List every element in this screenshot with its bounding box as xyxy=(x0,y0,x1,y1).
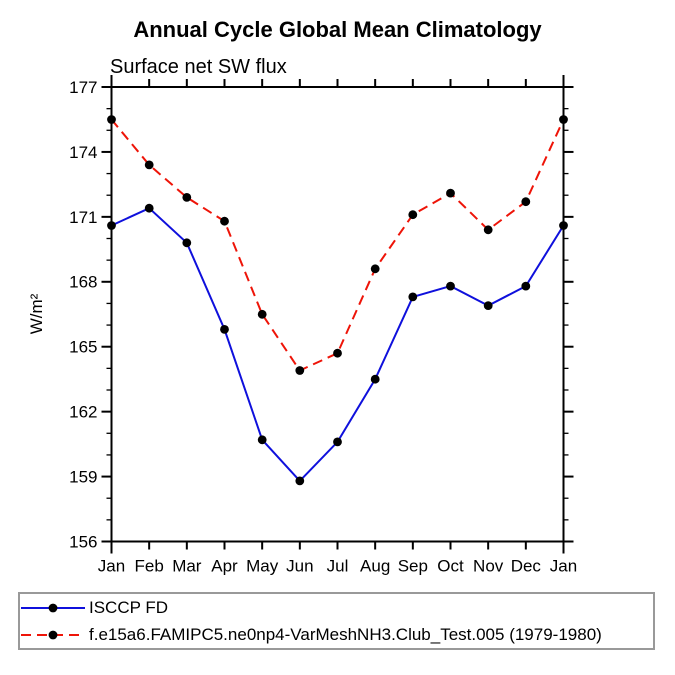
data-point-marker-0 xyxy=(408,292,418,302)
data-point-marker-1 xyxy=(370,264,380,274)
legend-marker-dot xyxy=(48,630,58,639)
x-tick-label: Dec xyxy=(511,557,542,576)
y-tick-label: 156 xyxy=(69,532,97,551)
x-tick-label: Jun xyxy=(286,557,313,576)
series-line-1 xyxy=(110,118,565,372)
data-point-marker-0 xyxy=(144,203,154,213)
y-tick-label: 165 xyxy=(69,338,97,357)
data-point-marker-1 xyxy=(182,193,192,202)
data-point-marker-0 xyxy=(521,281,531,291)
x-tick-label: Mar xyxy=(172,557,202,576)
data-point-marker-1 xyxy=(295,366,305,375)
data-point-marker-0 xyxy=(107,221,116,230)
data-point-marker-0 xyxy=(295,476,305,486)
y-tick-label: 171 xyxy=(69,208,97,227)
data-point-marker-0 xyxy=(446,281,455,291)
legend-label: ISCCP FD xyxy=(89,597,169,617)
x-tick-label: Aug xyxy=(360,557,390,576)
data-point-marker-0 xyxy=(483,301,493,310)
data-point-marker-1 xyxy=(257,309,267,319)
legend-item-model: f.e15a6.FAMIPC5.ne0np4-VarMeshNH3.Club_T… xyxy=(20,621,653,648)
chart-subtitle: Surface net SW flux xyxy=(110,56,287,78)
x-tick-label: Jan xyxy=(98,557,125,576)
data-point-marker-1 xyxy=(408,210,418,220)
data-point-marker-1 xyxy=(144,160,154,170)
legend-line-sample-solid xyxy=(21,603,85,612)
data-point-marker-0 xyxy=(182,238,192,248)
data-point-marker-0 xyxy=(333,437,342,447)
data-point-marker-1 xyxy=(446,188,455,198)
legend-label: f.e15a6.FAMIPC5.ne0np4-VarMeshNH3.Club_T… xyxy=(89,624,602,644)
data-point-marker-1 xyxy=(559,115,568,124)
y-tick-label: 177 xyxy=(69,78,97,97)
y-tick-label: 174 xyxy=(69,143,97,162)
data-point-marker-0 xyxy=(370,374,380,384)
x-tick-label: Jul xyxy=(327,557,349,576)
x-tick-label: Apr xyxy=(211,557,238,576)
y-tick-label: 168 xyxy=(69,273,97,292)
data-point-marker-1 xyxy=(107,115,116,124)
x-tick-label: Jan xyxy=(550,557,577,576)
x-tick-label: Sep xyxy=(398,557,428,576)
line-chart-plot: 156 159 162 165 168 171 174 177 Jan Feb Mar Apr May J… xyxy=(69,75,577,576)
x-tick-label: May xyxy=(246,557,279,576)
data-point-marker-0 xyxy=(257,435,267,445)
data-point-marker-0 xyxy=(559,221,568,230)
x-tick-label: Oct xyxy=(437,557,464,576)
data-point-marker-1 xyxy=(333,348,342,358)
y-tick-label: 162 xyxy=(69,403,97,422)
data-point-marker-1 xyxy=(483,225,493,235)
legend-item-isccp: ISCCP FD xyxy=(20,594,653,621)
y-tick-label: 159 xyxy=(69,468,97,487)
legend-line-sample-dashed xyxy=(21,630,85,639)
axis-frame xyxy=(110,86,565,543)
chart-title: Annual Cycle Global Mean Climatology xyxy=(133,17,542,42)
x-tick-label: Feb xyxy=(135,557,164,576)
data-point-marker-1 xyxy=(220,216,229,226)
legend-box: ISCCP FD f.e15a6.FAMIPC5.ne0np4-VarMeshN… xyxy=(18,592,655,650)
x-tick-label: Nov xyxy=(473,557,504,576)
data-point-marker-1 xyxy=(521,197,531,207)
data-point-marker-0 xyxy=(220,325,229,334)
legend-marker-dot xyxy=(48,603,58,612)
